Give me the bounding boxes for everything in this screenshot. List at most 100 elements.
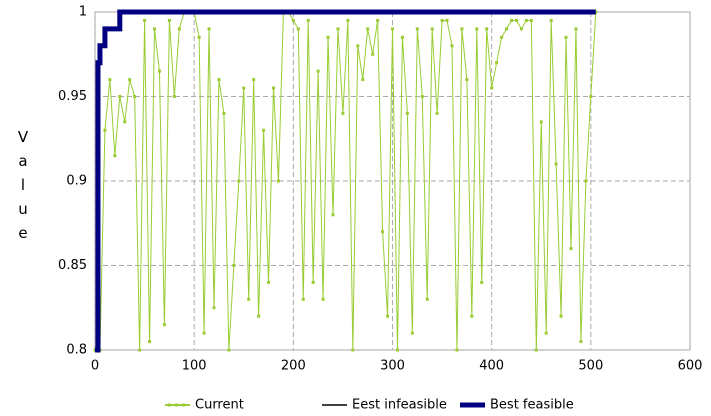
point: [148, 340, 152, 344]
point: [247, 297, 251, 301]
point: [544, 331, 548, 335]
point: [400, 35, 404, 39]
point: [470, 314, 474, 318]
legend-marker: [175, 403, 178, 407]
point: [371, 52, 375, 56]
point: [430, 27, 434, 31]
x-tick-label: 100: [182, 359, 207, 374]
point: [475, 27, 479, 31]
point: [222, 111, 226, 115]
point: [113, 154, 117, 158]
y-tick-label: 0.85: [58, 258, 87, 273]
point: [133, 95, 137, 98]
y-tick-label: 0.8: [66, 343, 87, 358]
point: [480, 280, 484, 284]
point: [202, 331, 206, 335]
point: [103, 128, 107, 132]
point: [252, 78, 256, 82]
point: [549, 18, 553, 22]
point: [177, 27, 181, 31]
point: [465, 78, 469, 82]
legend-marker: [168, 403, 171, 407]
point: [376, 18, 380, 22]
point: [162, 323, 166, 327]
point: [554, 162, 558, 166]
point: [361, 78, 365, 82]
point: [212, 306, 216, 310]
point: [405, 111, 409, 115]
point: [445, 18, 449, 22]
point: [311, 280, 315, 284]
point: [579, 340, 583, 344]
x-tick-label: 400: [479, 359, 504, 374]
legend-label: Best feasible: [490, 398, 574, 413]
point: [296, 27, 300, 31]
point: [153, 27, 156, 31]
point: [589, 95, 593, 98]
point: [167, 18, 171, 22]
x-tick-label: 600: [678, 359, 703, 374]
point: [460, 27, 464, 31]
point: [356, 44, 360, 48]
point: [440, 18, 444, 22]
point: [138, 348, 142, 352]
point: [415, 27, 419, 31]
point: [529, 18, 533, 22]
point: [326, 35, 330, 39]
point: [118, 95, 122, 98]
point: [267, 280, 271, 284]
point: [331, 213, 335, 217]
point: [227, 348, 231, 352]
point: [559, 314, 563, 318]
point: [157, 69, 161, 73]
point: [143, 18, 147, 22]
y-tick-label: 1: [79, 5, 87, 20]
point: [410, 331, 414, 335]
legend-marker: [182, 403, 185, 407]
point: [485, 27, 489, 31]
point: [108, 78, 112, 82]
x-tick-label: 200: [281, 359, 306, 374]
point: [123, 120, 127, 124]
point: [321, 297, 325, 301]
point: [539, 120, 543, 124]
point: [346, 18, 350, 22]
point: [306, 18, 310, 22]
point: [262, 128, 266, 132]
point: [336, 27, 340, 31]
point: [276, 179, 280, 183]
legend-label: Current: [195, 398, 244, 413]
point: [316, 69, 320, 73]
point: [420, 95, 424, 98]
point: [450, 44, 454, 48]
point: [232, 264, 236, 267]
point: [242, 86, 246, 90]
x-tick-label: 300: [380, 359, 405, 374]
series-line: [95, 9, 596, 353]
point: [381, 230, 385, 234]
x-tick-label: 500: [578, 359, 603, 374]
point: [207, 27, 211, 31]
point: [341, 111, 345, 115]
x-tick-label: 0: [91, 359, 99, 374]
point: [425, 297, 429, 301]
point: [301, 297, 305, 301]
point: [505, 27, 509, 31]
point: [128, 78, 132, 82]
point: [366, 27, 370, 31]
point: [584, 179, 588, 183]
point: [569, 247, 573, 251]
point: [524, 18, 528, 22]
point: [564, 35, 568, 39]
point: [455, 348, 459, 352]
point: [172, 95, 176, 98]
point: [257, 314, 261, 318]
point: [574, 27, 578, 31]
point: [237, 179, 241, 183]
point: [291, 18, 295, 22]
point: [217, 78, 221, 82]
point: [495, 61, 499, 65]
point: [435, 111, 439, 115]
point: [519, 27, 523, 31]
